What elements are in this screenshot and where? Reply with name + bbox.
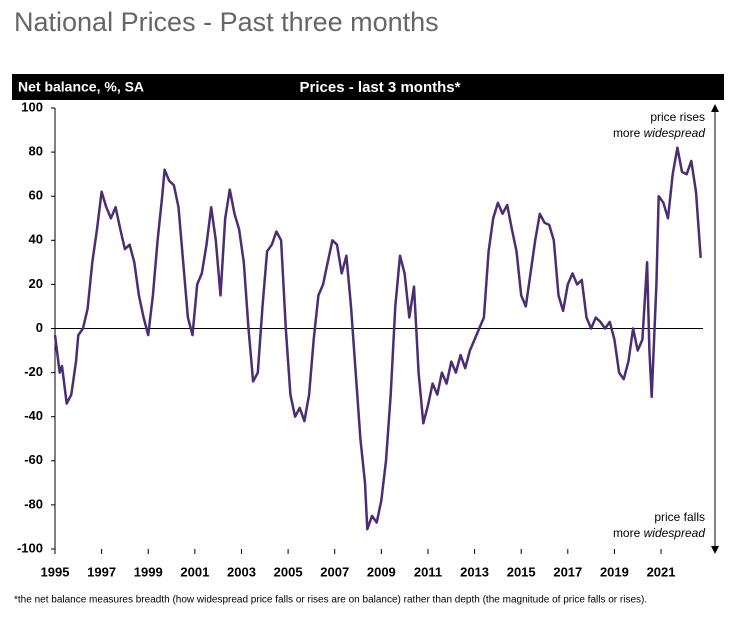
y-tick-label: 60 bbox=[29, 188, 43, 203]
y-tick-label: 40 bbox=[29, 232, 43, 247]
price-line bbox=[53, 146, 702, 531]
y-tick-label: 0 bbox=[36, 320, 43, 335]
chart-subtitle: Prices - last 3 months* bbox=[300, 79, 461, 96]
x-tick-label: 2003 bbox=[227, 564, 256, 579]
y-tick-label: -40 bbox=[24, 408, 43, 423]
x-tick-label: 2017 bbox=[553, 564, 582, 579]
x-tick-label: 1999 bbox=[134, 564, 163, 579]
annotation: price falls bbox=[654, 510, 705, 524]
footnote: *the net balance measures breadth (how w… bbox=[14, 595, 647, 606]
y-tick-label: 20 bbox=[29, 276, 43, 291]
x-tick-label: 2005 bbox=[274, 564, 303, 579]
y-tick-label: 80 bbox=[29, 144, 43, 159]
header-left: Net balance, %, SA bbox=[18, 79, 144, 95]
x-tick-label: 2007 bbox=[320, 564, 349, 579]
x-tick-label: 2009 bbox=[367, 564, 396, 579]
annotation: more widespread bbox=[613, 526, 705, 540]
x-tick-label: 1997 bbox=[87, 564, 116, 579]
y-tick-label: -60 bbox=[24, 452, 43, 467]
x-tick-label: 2021 bbox=[647, 564, 676, 579]
x-tick-label: 2019 bbox=[600, 564, 629, 579]
x-tick-label: 1995 bbox=[41, 564, 70, 579]
y-tick-label: -80 bbox=[24, 496, 43, 511]
x-tick-label: 2013 bbox=[460, 564, 489, 579]
annotation: price rises bbox=[650, 110, 705, 124]
x-tick-label: 2001 bbox=[180, 564, 209, 579]
y-tick-label: -20 bbox=[24, 364, 43, 379]
x-tick-label: 2015 bbox=[507, 564, 536, 579]
header-bar bbox=[12, 74, 724, 100]
page-title: National Prices - Past three months bbox=[14, 7, 439, 37]
annotation: more widespread bbox=[613, 126, 705, 140]
x-tick-label: 2011 bbox=[414, 564, 442, 579]
y-tick-label: 100 bbox=[21, 99, 43, 114]
y-tick-label: -100 bbox=[17, 540, 43, 555]
